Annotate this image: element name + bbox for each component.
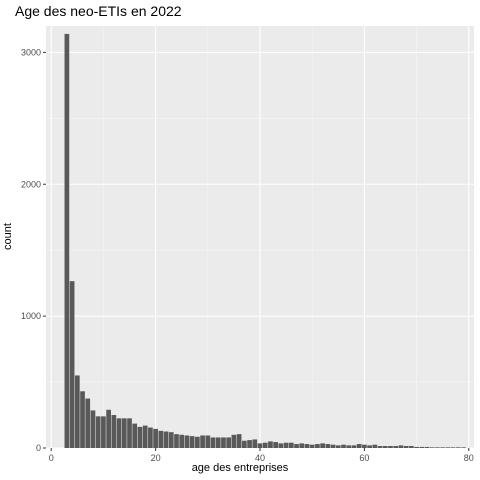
bar bbox=[163, 431, 169, 448]
bar bbox=[69, 281, 75, 448]
bar bbox=[137, 426, 143, 448]
bar bbox=[356, 444, 362, 448]
bar bbox=[393, 446, 399, 448]
bar bbox=[236, 434, 242, 448]
bar bbox=[205, 435, 211, 448]
x-tick-label: 80 bbox=[464, 453, 474, 463]
bar bbox=[101, 416, 106, 448]
bar bbox=[455, 447, 461, 448]
bar bbox=[268, 441, 273, 448]
bar bbox=[424, 446, 430, 448]
bar bbox=[299, 443, 305, 448]
bar bbox=[341, 444, 346, 448]
bar bbox=[189, 436, 195, 448]
bar bbox=[257, 443, 263, 448]
bar bbox=[106, 409, 111, 448]
x-axis-label: age des entreprises bbox=[191, 462, 289, 474]
bar bbox=[461, 447, 466, 448]
bar bbox=[64, 33, 70, 448]
bar bbox=[330, 444, 336, 448]
bar bbox=[335, 445, 341, 448]
bar bbox=[367, 445, 372, 448]
bar bbox=[252, 439, 258, 448]
bar bbox=[158, 430, 164, 448]
bar bbox=[231, 434, 237, 448]
bar bbox=[116, 418, 122, 448]
bar bbox=[168, 432, 174, 448]
bar bbox=[142, 425, 148, 448]
bar bbox=[262, 442, 268, 448]
bar bbox=[273, 442, 279, 448]
bar bbox=[148, 427, 153, 448]
bar bbox=[278, 443, 284, 448]
bar bbox=[419, 446, 425, 448]
bar bbox=[304, 444, 310, 448]
bar bbox=[315, 444, 320, 448]
bar bbox=[429, 447, 435, 448]
bar bbox=[294, 444, 299, 448]
bar bbox=[174, 434, 179, 448]
bar bbox=[95, 416, 101, 448]
bar bbox=[388, 446, 393, 448]
bar bbox=[398, 445, 404, 448]
bar bbox=[309, 444, 315, 448]
y-tick-label: 2000 bbox=[21, 179, 41, 189]
bar bbox=[247, 440, 252, 448]
bar bbox=[450, 447, 456, 448]
bar bbox=[184, 435, 190, 448]
x-tick-label: 20 bbox=[151, 453, 161, 463]
bar bbox=[127, 418, 132, 448]
bar bbox=[85, 398, 91, 448]
bar bbox=[132, 423, 138, 448]
bar bbox=[153, 428, 158, 448]
bar bbox=[210, 437, 216, 448]
bar bbox=[377, 446, 383, 448]
x-tick-label: 40 bbox=[255, 453, 265, 463]
bar bbox=[351, 445, 357, 448]
bar bbox=[403, 446, 409, 448]
bar bbox=[90, 410, 96, 448]
chart-title: Age des neo-ETIs en 2022 bbox=[15, 3, 182, 19]
x-tick-label: 60 bbox=[359, 453, 369, 463]
bar bbox=[409, 446, 414, 448]
bar bbox=[221, 437, 226, 448]
y-tick-label: 3000 bbox=[21, 47, 41, 57]
y-tick-label: 0 bbox=[36, 443, 41, 453]
bar bbox=[346, 445, 352, 448]
bar bbox=[288, 442, 294, 448]
x-tick-label: 0 bbox=[49, 453, 54, 463]
bar bbox=[200, 435, 205, 448]
bar bbox=[226, 437, 232, 448]
y-tick-label: 1000 bbox=[21, 311, 41, 321]
bar bbox=[121, 418, 127, 448]
bar bbox=[283, 442, 289, 448]
bar bbox=[382, 446, 388, 448]
bar bbox=[215, 437, 221, 448]
bar bbox=[440, 447, 446, 448]
bar bbox=[414, 446, 419, 448]
bar bbox=[80, 391, 85, 448]
bar bbox=[195, 436, 200, 448]
bar bbox=[111, 415, 117, 448]
bar bbox=[179, 434, 185, 448]
bar bbox=[445, 447, 451, 448]
bar bbox=[241, 440, 247, 448]
bar bbox=[372, 444, 378, 448]
bar bbox=[320, 443, 325, 448]
bar bbox=[435, 447, 440, 448]
bar bbox=[362, 444, 367, 448]
bar bbox=[325, 444, 331, 448]
bar bbox=[74, 375, 80, 448]
